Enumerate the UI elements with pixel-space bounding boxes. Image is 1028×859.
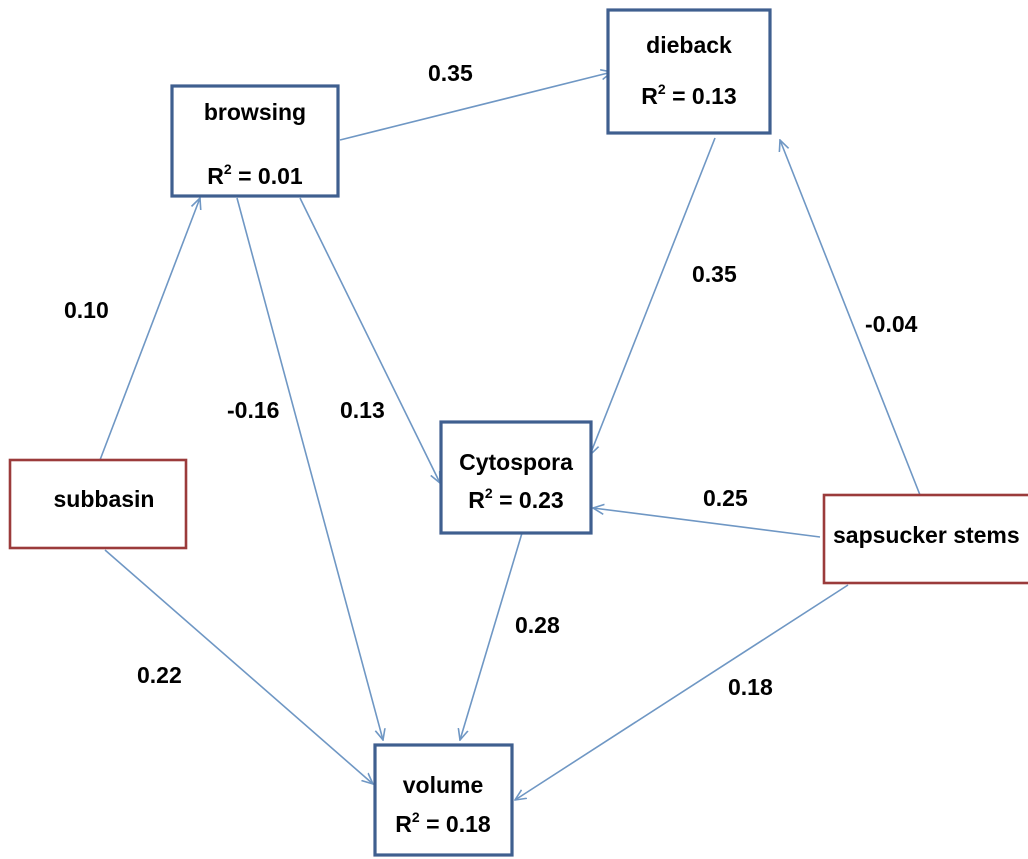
node-browsing[interactable]: browsing R2 = 0.01	[170, 84, 340, 198]
edge-browsing-cytospora	[299, 197, 440, 483]
node-subbasin-label: subbasin	[54, 486, 155, 512]
coef-browsing-cytospora: 0.13	[340, 397, 385, 423]
coef-sapsucker-dieback: -0.04	[865, 311, 918, 337]
node-sapsucker-stems[interactable]: sapsucker stems	[822, 493, 1028, 585]
node-sapsucker-label: sapsucker stems	[833, 522, 1020, 548]
coef-sapsucker-cytospora: 0.25	[703, 485, 748, 511]
coef-subbasin-browsing: 0.10	[64, 297, 109, 323]
edge-sapsucker-dieback	[780, 140, 921, 496]
node-browsing-r2: R2 = 0.01	[207, 161, 303, 189]
node-dieback-label: dieback	[646, 32, 732, 58]
node-dieback[interactable]: dieback R2 = 0.13	[606, 8, 772, 135]
node-dieback-r2: R2 = 0.13	[641, 81, 736, 109]
coef-subbasin-volume: 0.22	[137, 662, 182, 688]
node-volume-label: volume	[403, 772, 484, 798]
node-subbasin[interactable]: subbasin	[8, 458, 188, 550]
node-browsing-label: browsing	[204, 99, 306, 125]
coef-sapsucker-volume: 0.18	[728, 674, 773, 700]
edge-cytospora-volume	[460, 532, 523, 740]
edge-subbasin-volume	[104, 549, 373, 784]
edge-browsing-dieback	[339, 72, 612, 141]
edge-sapsucker-cytospora	[593, 508, 821, 538]
edges	[99, 72, 921, 800]
node-cytospora-label: Cytospora	[459, 449, 573, 475]
coef-cytospora-volume: 0.28	[515, 612, 560, 638]
edge-sapsucker-volume	[515, 584, 849, 800]
edge-dieback-cytospora	[590, 137, 716, 455]
edge-subbasin-browsing	[99, 198, 200, 461]
node-volume[interactable]: volume R2 = 0.18	[373, 743, 514, 857]
coef-browsing-dieback: 0.35	[428, 60, 473, 86]
node-cytospora[interactable]: Cytospora R2 = 0.23	[439, 420, 593, 535]
node-cytospora-r2: R2 = 0.23	[468, 485, 563, 513]
coef-browsing-volume: -0.16	[227, 397, 279, 423]
edge-browsing-volume	[236, 197, 383, 740]
coef-dieback-cytospora: 0.35	[692, 261, 737, 287]
coefficient-labels: 0.35 0.10 -0.16 0.13 0.35 -0.04 0.25 0.2…	[64, 60, 918, 700]
node-volume-r2: R2 = 0.18	[395, 809, 491, 837]
